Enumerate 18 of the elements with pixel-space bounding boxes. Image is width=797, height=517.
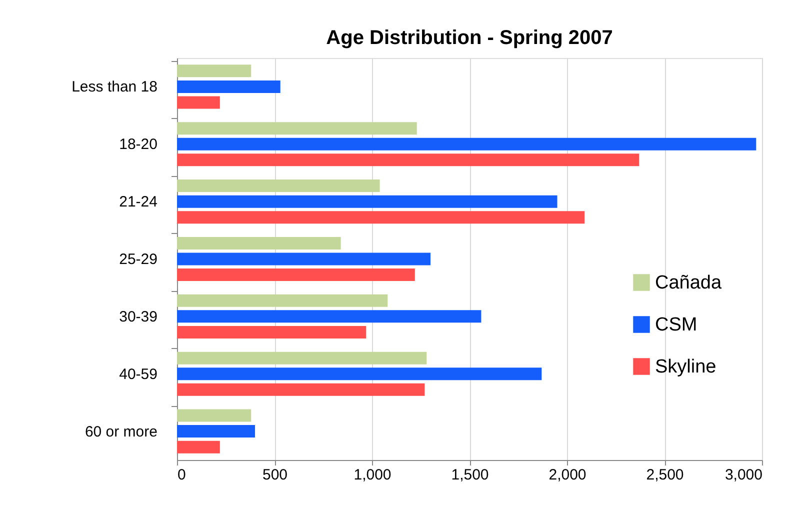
y-tick-label: Less than 18 — [72, 78, 158, 96]
legend-label: CSM — [655, 314, 698, 336]
x-tick-label: 1,500 — [451, 466, 489, 484]
chart-title: Age Distribution - Spring 2007 — [326, 27, 613, 49]
y-tick-label: 18-20 — [119, 136, 158, 154]
x-tick-label: 2,000 — [548, 466, 586, 484]
y-tick-label: 21-24 — [119, 194, 158, 211]
x-tick-label: 0 — [178, 466, 186, 484]
legend-label: Cañada — [655, 272, 722, 294]
x-tick-label: 3,000 — [724, 466, 762, 484]
y-tick-label: 40-59 — [119, 366, 158, 383]
y-tick-label: 30-39 — [119, 308, 158, 326]
y-tick-label: 60 or more — [84, 423, 158, 440]
x-tick-label: 1,000 — [354, 466, 392, 484]
x-tick-label: 2,500 — [646, 466, 684, 484]
legend-label: Skyline — [655, 356, 716, 378]
x-tick-label: 500 — [262, 466, 288, 484]
y-tick-label: 25-29 — [119, 251, 158, 268]
